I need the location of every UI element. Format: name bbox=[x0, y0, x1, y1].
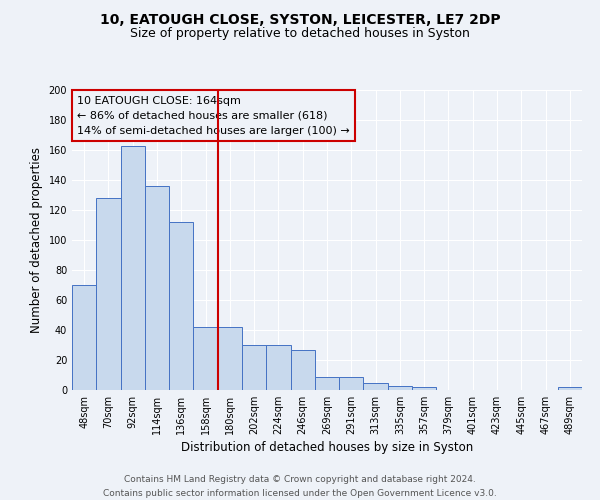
Bar bbox=[193, 327, 218, 390]
Bar bbox=[242, 345, 266, 390]
Bar bbox=[412, 387, 436, 390]
Bar bbox=[364, 382, 388, 390]
Bar bbox=[290, 350, 315, 390]
Bar bbox=[169, 222, 193, 390]
Bar bbox=[145, 186, 169, 390]
Bar bbox=[315, 376, 339, 390]
Bar bbox=[96, 198, 121, 390]
Bar bbox=[339, 376, 364, 390]
Y-axis label: Number of detached properties: Number of detached properties bbox=[30, 147, 43, 333]
Bar bbox=[558, 387, 582, 390]
Bar bbox=[121, 146, 145, 390]
Bar bbox=[266, 345, 290, 390]
Text: Size of property relative to detached houses in Syston: Size of property relative to detached ho… bbox=[130, 28, 470, 40]
Bar bbox=[72, 285, 96, 390]
Bar bbox=[218, 327, 242, 390]
Text: 10 EATOUGH CLOSE: 164sqm
← 86% of detached houses are smaller (618)
14% of semi-: 10 EATOUGH CLOSE: 164sqm ← 86% of detach… bbox=[77, 96, 350, 136]
Bar bbox=[388, 386, 412, 390]
X-axis label: Distribution of detached houses by size in Syston: Distribution of detached houses by size … bbox=[181, 441, 473, 454]
Text: 10, EATOUGH CLOSE, SYSTON, LEICESTER, LE7 2DP: 10, EATOUGH CLOSE, SYSTON, LEICESTER, LE… bbox=[100, 12, 500, 26]
Text: Contains HM Land Registry data © Crown copyright and database right 2024.
Contai: Contains HM Land Registry data © Crown c… bbox=[103, 476, 497, 498]
